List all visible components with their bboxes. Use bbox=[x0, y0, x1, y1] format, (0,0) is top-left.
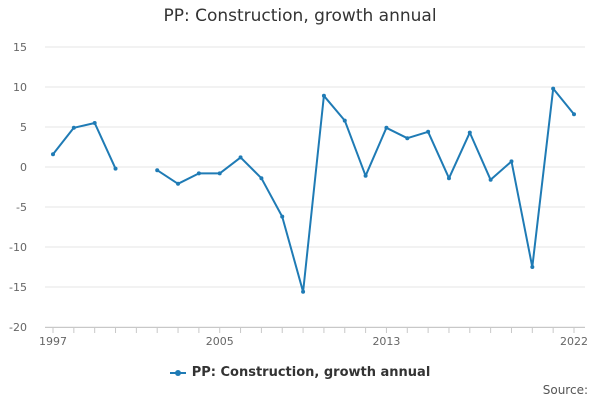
data-point bbox=[92, 121, 97, 125]
data-point bbox=[71, 125, 76, 130]
data-point bbox=[467, 130, 472, 135]
data-point bbox=[51, 152, 55, 157]
data-point bbox=[405, 136, 410, 141]
y-tick-label: 5 bbox=[20, 121, 27, 134]
source-label: Source: bbox=[542, 383, 588, 397]
x-tick-label: 2005 bbox=[206, 335, 234, 348]
data-point bbox=[488, 177, 493, 182]
tick-labels: 15 10 5 0 -5 -10 -15 -20 1997 2005 2013 2022 bbox=[9, 41, 588, 348]
data-point bbox=[113, 166, 118, 171]
data-point bbox=[363, 173, 368, 178]
y-tick-label: 10 bbox=[13, 81, 27, 94]
data-point bbox=[426, 129, 431, 134]
legend-line-marker bbox=[169, 369, 186, 376]
x-tick-label: 1997 bbox=[39, 335, 67, 348]
x-tick-label: 2022 bbox=[560, 335, 588, 348]
data-point bbox=[509, 159, 514, 164]
data-point bbox=[280, 214, 285, 219]
data-point bbox=[301, 289, 306, 294]
data-point bbox=[551, 86, 556, 91]
y-tick-label: 15 bbox=[13, 41, 27, 54]
y-tick-label: 0 bbox=[20, 161, 27, 174]
data-point bbox=[342, 118, 347, 123]
x-tick-label: 2013 bbox=[372, 335, 400, 348]
data-point bbox=[259, 176, 264, 181]
legend-label: PP: Construction, growth annual bbox=[191, 365, 431, 380]
data-point bbox=[321, 93, 326, 98]
data-point bbox=[217, 171, 222, 176]
y-tick-label: -20 bbox=[9, 321, 27, 334]
chart-title: PP: Construction, growth annual bbox=[163, 6, 437, 26]
data-point bbox=[384, 125, 389, 130]
x-axis bbox=[45, 327, 585, 333]
y-tick-label: -15 bbox=[9, 281, 27, 294]
series-line bbox=[156, 87, 575, 293]
data-point bbox=[572, 112, 576, 117]
data-point bbox=[238, 155, 243, 160]
y-tick-label: -10 bbox=[9, 241, 27, 254]
data-point bbox=[530, 265, 535, 269]
data-point bbox=[446, 176, 451, 181]
data-point bbox=[196, 171, 201, 176]
data-point bbox=[155, 168, 160, 173]
legend[interactable]: PP: Construction, growth annual bbox=[0, 365, 600, 380]
series-layer bbox=[51, 86, 576, 294]
series-line bbox=[52, 122, 117, 170]
data-point bbox=[176, 181, 181, 186]
y-tick-label: -5 bbox=[16, 201, 27, 214]
